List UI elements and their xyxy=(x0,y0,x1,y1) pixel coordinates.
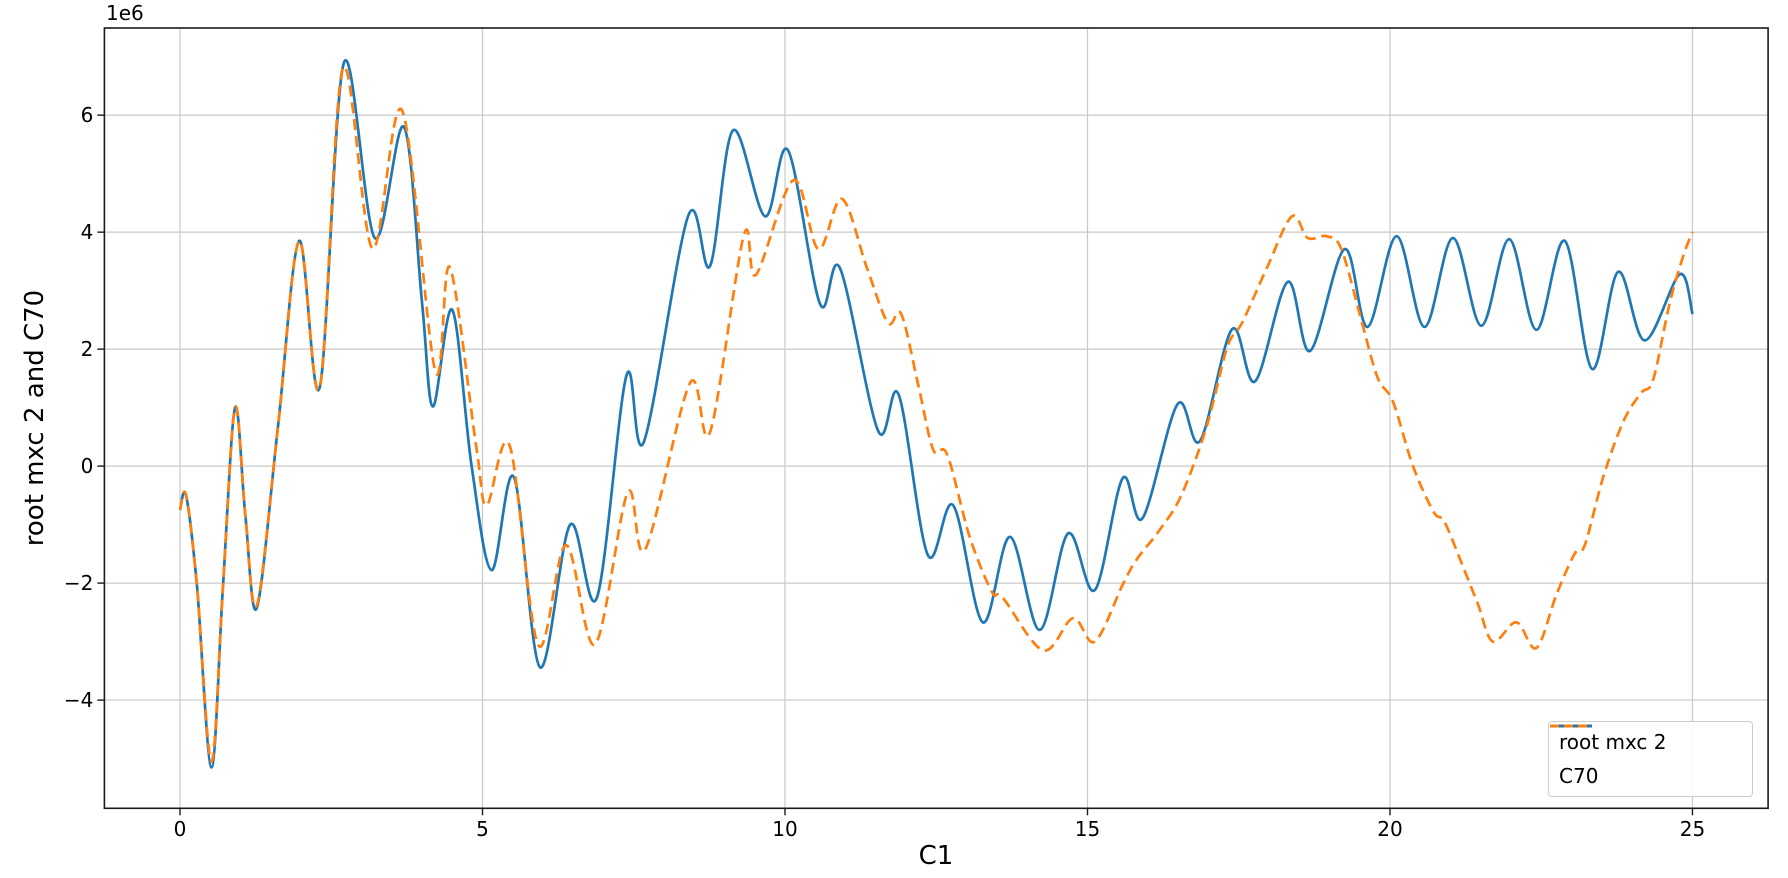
x-tick-labels: 0 5 10 15 20 25 xyxy=(174,817,1706,841)
y-tick-label: 6 xyxy=(81,103,94,127)
x-tick-label: 0 xyxy=(174,817,187,841)
x-ticks xyxy=(179,808,1694,816)
y-tick-label: 4 xyxy=(81,220,94,244)
y-axis-label: root mxc 2 and C70 xyxy=(20,290,50,546)
x-axis-label: C1 xyxy=(919,841,954,871)
y-tick-label: 0 xyxy=(81,454,94,478)
x-tick-label: 25 xyxy=(1680,817,1705,841)
y-ticks xyxy=(97,114,105,701)
y-offset-label: 1e6 xyxy=(106,1,144,25)
series-line-root-mxc-2 xyxy=(178,58,1694,769)
x-tick-label: 15 xyxy=(1075,817,1100,841)
x-tick-label: 5 xyxy=(476,817,489,841)
legend-line-sample-dashed xyxy=(1550,724,1592,728)
y-tick-label: −2 xyxy=(64,571,93,595)
series-line-C70 xyxy=(178,65,1694,763)
legend: root mxc 2 C70 xyxy=(1548,721,1753,797)
y-tick-labels: −4 −2 0 2 4 6 xyxy=(64,103,93,712)
x-tick-label: 10 xyxy=(772,817,797,841)
axes-frame xyxy=(103,27,1769,810)
legend-label: root mxc 2 xyxy=(1559,729,1667,754)
series-paths xyxy=(178,58,1694,769)
y-tick-label: −4 xyxy=(64,688,93,712)
legend-entry-root-mxc-2: root mxc 2 xyxy=(1550,724,1742,756)
gridlines xyxy=(104,28,1769,809)
x-tick-label: 20 xyxy=(1377,817,1402,841)
y-tick-label: 2 xyxy=(81,337,94,361)
legend-entry-c70: C70 xyxy=(1550,724,1742,791)
legend-label: C70 xyxy=(1559,764,1599,789)
